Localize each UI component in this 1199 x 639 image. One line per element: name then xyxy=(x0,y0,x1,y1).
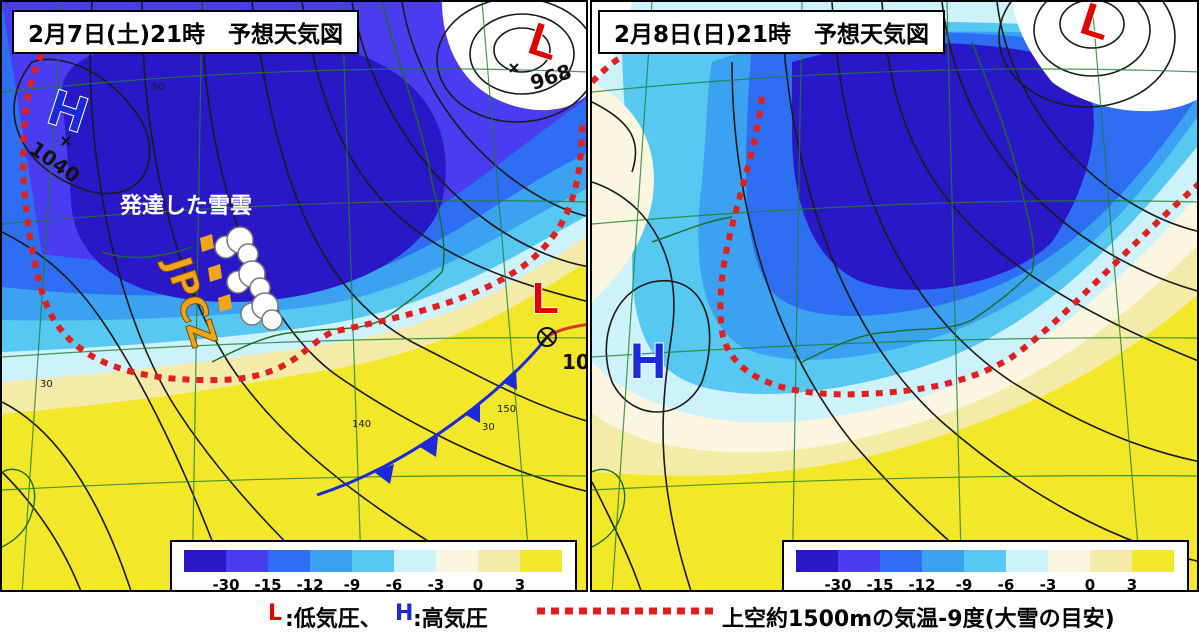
legend-swatch-feb7-7 xyxy=(478,550,520,572)
svg-text:30: 30 xyxy=(482,422,495,433)
legend-label-feb7-4: -6 xyxy=(385,576,403,592)
legend-swatch-feb8-1 xyxy=(838,550,880,572)
legend-swatch-feb7-8 xyxy=(520,550,562,572)
legend-labels-feb7: -30 -15 -12 -9 -6 -3 0 3 xyxy=(184,576,562,592)
legend-swatches-feb8 xyxy=(796,550,1174,572)
map-panel-feb7: 50 30 140 150 30 2月7日(土)21時 予想天気図 H 1040… xyxy=(0,0,588,592)
temperature-map-feb8 xyxy=(592,2,1197,590)
low-pressure-value-east-feb7: 10 xyxy=(562,350,588,374)
legend-label-feb8-2: -12 xyxy=(908,576,936,592)
legend-swatches-feb7 xyxy=(184,550,562,572)
high-pressure-symbol-feb8: H xyxy=(629,332,667,390)
legend-label-feb7-7: 3 xyxy=(514,576,526,592)
map-legend-footer: L :低気圧、 H :高気圧 上空約1500mの気温-9度(大雪の目安) xyxy=(0,592,1199,639)
legend-swatch-feb8-3 xyxy=(922,550,964,572)
legend-swatch-feb8-4 xyxy=(964,550,1006,572)
legend-label-feb8-3: -9 xyxy=(955,576,973,592)
temperature-legend-feb8: -30 -15 -12 -9 -6 -3 0 3 xyxy=(782,540,1189,592)
legend-swatch-feb7-5 xyxy=(394,550,436,572)
low-pressure-symbol-east-feb7: L xyxy=(531,273,560,324)
legend-swatch-feb8-8 xyxy=(1132,550,1174,572)
map-title-feb8: 2月8日(日)21時 予想天気図 xyxy=(598,10,946,54)
legend-swatch-feb7-1 xyxy=(226,550,268,572)
legend-label-feb8-7: 3 xyxy=(1126,576,1138,592)
high-symbol-key: H xyxy=(395,601,414,626)
legend-swatch-feb7-3 xyxy=(310,550,352,572)
legend-label-feb8-6: 0 xyxy=(1084,576,1096,592)
temperature-legend-feb7: -30 -15 -12 -9 -6 -3 0 3 xyxy=(170,540,577,592)
map-title-feb7: 2月7日(土)21時 予想天気図 xyxy=(12,10,360,54)
legend-swatch-feb7-6 xyxy=(436,550,478,572)
svg-text:150: 150 xyxy=(497,404,516,415)
svg-text:30: 30 xyxy=(40,379,53,390)
legend-swatch-feb8-7 xyxy=(1090,550,1132,572)
legend-label-feb8-1: -15 xyxy=(866,576,894,592)
legend-label-feb7-3: -9 xyxy=(343,576,361,592)
legend-swatch-feb8-2 xyxy=(880,550,922,572)
snow-cloud-label: 発達した雪雲 xyxy=(120,194,253,219)
legend-swatch-feb7-0 xyxy=(184,550,226,572)
legend-label-feb7-0: -30 xyxy=(212,576,240,592)
map-panel-feb8: 2月8日(日)21時 予想天気図 H L -30 -15 -12 -9 -6 -3 0 3 xyxy=(590,0,1199,592)
legend-label-feb8-5: -3 xyxy=(1039,576,1057,592)
legend-labels-feb8: -30 -15 -12 -9 -6 -3 0 3 xyxy=(796,576,1174,592)
legend-label-feb7-2: -12 xyxy=(296,576,324,592)
svg-text:50: 50 xyxy=(152,82,165,93)
temperature-map-feb7: 50 30 140 150 30 xyxy=(2,2,586,590)
legend-label-feb8-4: -6 xyxy=(997,576,1015,592)
high-pressure-key-text: :高気圧 xyxy=(413,607,488,632)
legend-swatch-feb7-2 xyxy=(268,550,310,572)
low-pressure-key-text: :低気圧、 xyxy=(285,607,382,632)
legend-label-feb7-5: -3 xyxy=(427,576,445,592)
legend-swatch-feb8-6 xyxy=(1048,550,1090,572)
svg-text:140: 140 xyxy=(352,419,371,430)
legend-label-feb7-1: -15 xyxy=(254,576,282,592)
low-symbol-key: L xyxy=(268,601,283,626)
legend-swatch-feb7-4 xyxy=(352,550,394,572)
legend-swatch-feb8-5 xyxy=(1006,550,1048,572)
legend-label-feb8-0: -30 xyxy=(824,576,852,592)
legend-swatch-feb8-0 xyxy=(796,550,838,572)
dashed-line-key-text: 上空約1500mの気温-9度(大雪の目安) xyxy=(722,607,1115,632)
legend-label-feb7-6: 0 xyxy=(472,576,484,592)
dashed-line-key xyxy=(537,607,717,615)
